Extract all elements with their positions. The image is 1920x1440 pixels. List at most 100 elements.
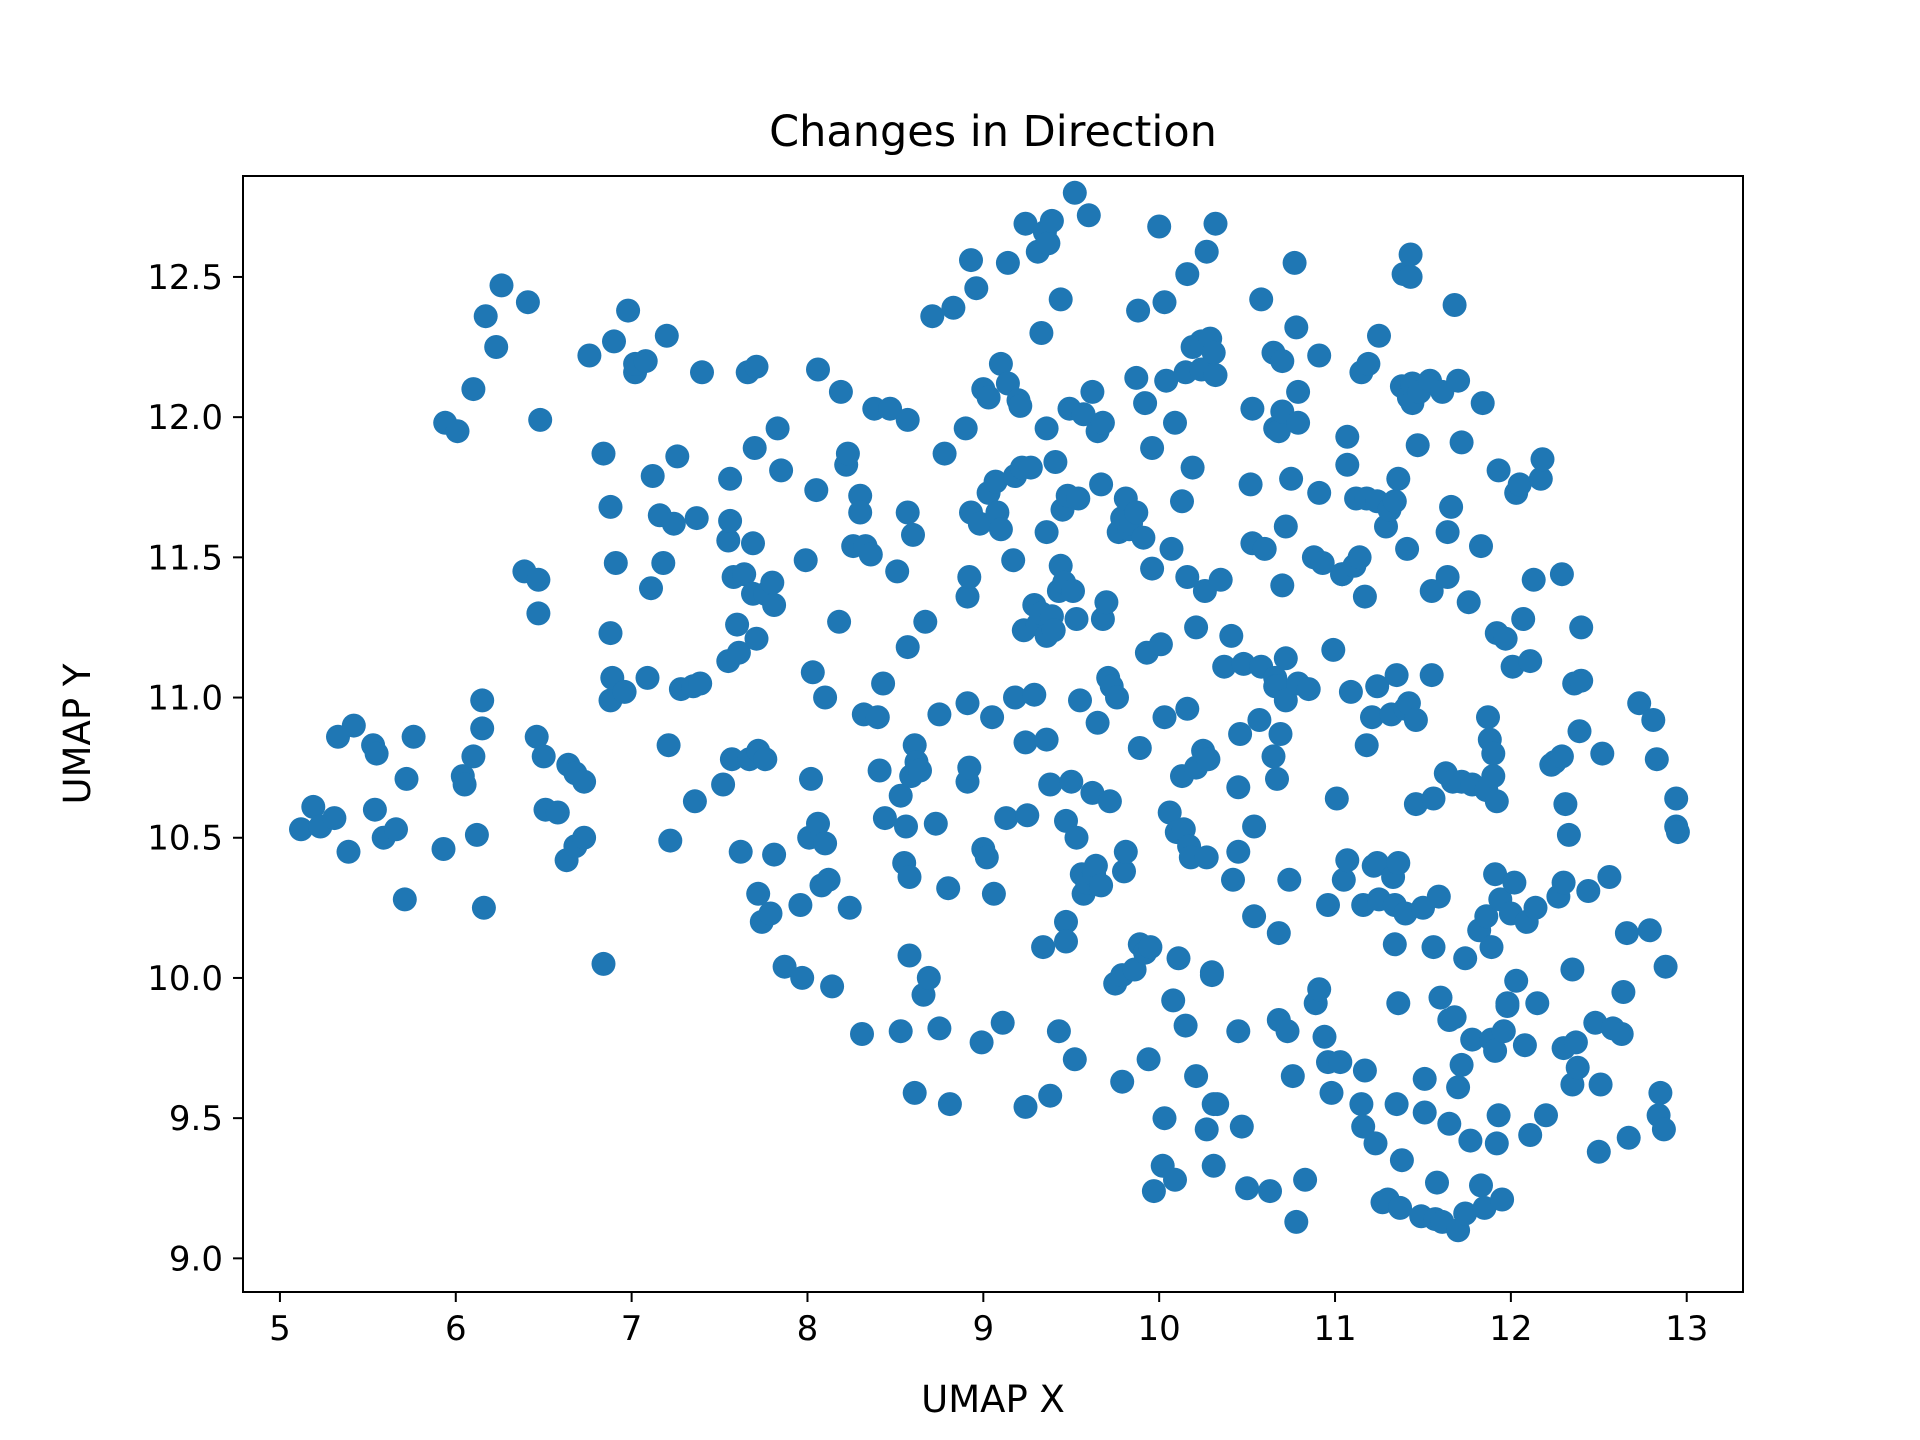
data-point: [341, 713, 366, 738]
data-point: [1384, 663, 1409, 688]
data-point: [473, 304, 498, 329]
data-point: [718, 508, 743, 533]
data-point: [470, 688, 495, 713]
data-point: [572, 769, 597, 794]
x-tick-label: 13: [1665, 1309, 1708, 1349]
data-point: [955, 584, 980, 609]
data-point: [988, 517, 1013, 542]
data-point: [515, 290, 540, 315]
data-point: [1518, 649, 1543, 674]
chart-title: Changes in Direction: [769, 107, 1217, 157]
plot-area-frame: [242, 175, 1744, 1293]
data-point: [1203, 363, 1228, 388]
data-point: [916, 965, 941, 990]
data-point: [995, 250, 1020, 275]
data-point: [746, 881, 771, 906]
data-point: [1456, 590, 1481, 615]
data-point: [1247, 708, 1272, 732]
data-point: [1351, 1114, 1376, 1139]
data-point: [384, 817, 408, 842]
data-point: [901, 522, 925, 547]
data-point: [598, 621, 623, 646]
data-point: [1229, 1114, 1254, 1139]
y-tick-label: 9.0: [169, 1239, 223, 1279]
data-point: [1307, 977, 1332, 1002]
data-point: [658, 828, 683, 853]
data-point: [1470, 391, 1495, 416]
data-point: [1324, 786, 1349, 811]
data-point: [526, 567, 551, 592]
data-point: [1665, 820, 1690, 845]
data-point: [1240, 396, 1265, 421]
data-point: [1446, 1075, 1471, 1100]
x-tick-label: 10: [1138, 1309, 1181, 1349]
data-point: [1319, 1080, 1344, 1105]
data-point: [1279, 466, 1304, 491]
data-point: [728, 839, 753, 864]
data-point: [1124, 500, 1149, 525]
data-point: [1335, 848, 1360, 873]
data-point: [953, 416, 978, 441]
data-point: [1530, 447, 1555, 472]
data-point: [1365, 674, 1390, 699]
data-point: [974, 845, 999, 870]
data-point: [1502, 870, 1527, 895]
data-point: [1061, 579, 1085, 603]
data-point: [1525, 991, 1550, 1016]
data-point: [1235, 1176, 1260, 1201]
data-point: [959, 248, 983, 273]
data-point: [1094, 590, 1119, 615]
data-point: [1242, 904, 1267, 929]
data-point: [1484, 1131, 1509, 1156]
x-tick-label: 7: [621, 1309, 643, 1349]
data-point: [1307, 480, 1332, 505]
data-point: [1316, 893, 1340, 917]
data-point: [835, 441, 860, 466]
data-point: [957, 755, 982, 780]
data-point: [1328, 1050, 1353, 1075]
data-point: [1449, 1052, 1474, 1077]
data-point: [867, 758, 892, 783]
data-point: [654, 323, 679, 348]
data-point: [1412, 1100, 1437, 1125]
data-point: [1277, 867, 1302, 892]
data-point: [1439, 494, 1464, 519]
data-point: [484, 335, 509, 359]
data-point: [1553, 792, 1578, 817]
data-point: [1491, 1019, 1516, 1044]
data-point: [1141, 1179, 1166, 1204]
data-point: [431, 837, 456, 861]
data-point: [633, 349, 658, 374]
data-point: [1521, 567, 1546, 592]
data-point: [1273, 514, 1298, 539]
y-tick-label: 9.5: [169, 1099, 223, 1139]
data-point: [804, 478, 829, 503]
data-point: [1286, 410, 1311, 435]
y-tick-label: 11.5: [147, 538, 223, 578]
data-point: [741, 531, 765, 556]
data-point: [1270, 573, 1295, 598]
data-point: [1307, 343, 1332, 368]
data-point: [1175, 262, 1200, 287]
data-point: [1175, 696, 1200, 721]
data-point: [816, 867, 841, 892]
data-point: [718, 466, 743, 491]
data-point: [1481, 741, 1506, 766]
data-point: [1349, 1092, 1374, 1117]
data-point: [1483, 1038, 1508, 1063]
data-point: [1486, 458, 1511, 483]
data-point: [1194, 239, 1219, 264]
data-point: [1293, 1167, 1318, 1192]
data-point: [1296, 677, 1321, 702]
data-point: [1175, 565, 1200, 589]
data-point: [1567, 719, 1592, 744]
data-point: [1563, 1030, 1588, 1055]
data-point: [1335, 452, 1360, 477]
data-point: [1474, 904, 1499, 929]
data-point: [301, 794, 326, 819]
data-point: [392, 887, 417, 912]
data-point: [1133, 391, 1158, 416]
data-point: [760, 570, 785, 595]
data-point: [895, 500, 920, 525]
data-point: [941, 295, 966, 320]
